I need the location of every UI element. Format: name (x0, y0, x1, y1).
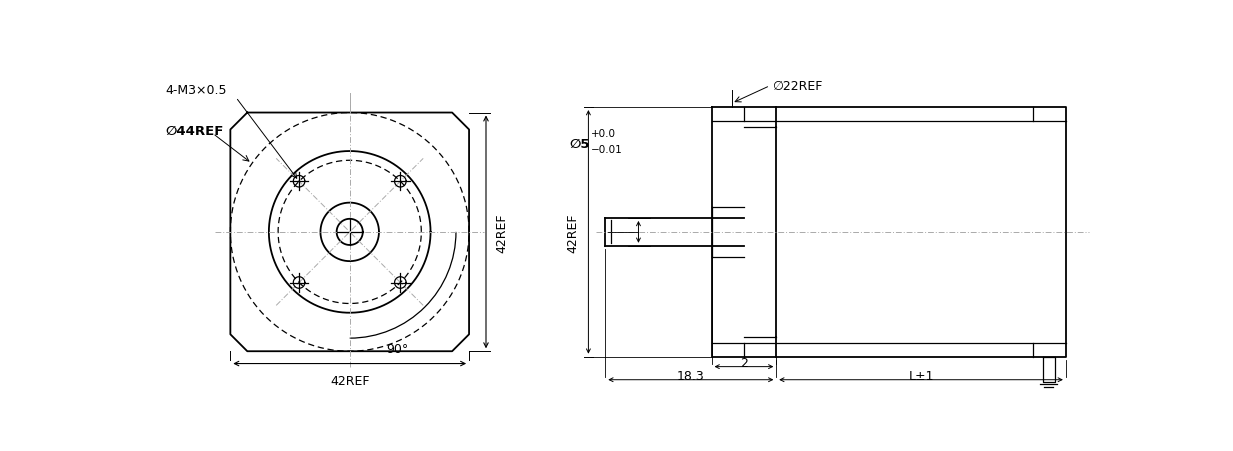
Text: ∅44REF: ∅44REF (165, 124, 223, 138)
Text: 42REF: 42REF (330, 374, 370, 387)
Text: 90°: 90° (386, 343, 408, 356)
Text: 42REF: 42REF (566, 213, 580, 252)
Text: 18.3: 18.3 (677, 369, 705, 382)
Text: L±1: L±1 (909, 369, 933, 382)
Text: ∅22REF: ∅22REF (772, 80, 822, 93)
Text: 4-M3×0.5: 4-M3×0.5 (165, 84, 227, 97)
Text: 42REF: 42REF (496, 213, 508, 252)
Text: −0.01: −0.01 (591, 144, 623, 154)
Text: ∅5: ∅5 (570, 138, 589, 151)
Text: 2: 2 (740, 356, 748, 369)
Text: +0.0: +0.0 (591, 129, 615, 139)
